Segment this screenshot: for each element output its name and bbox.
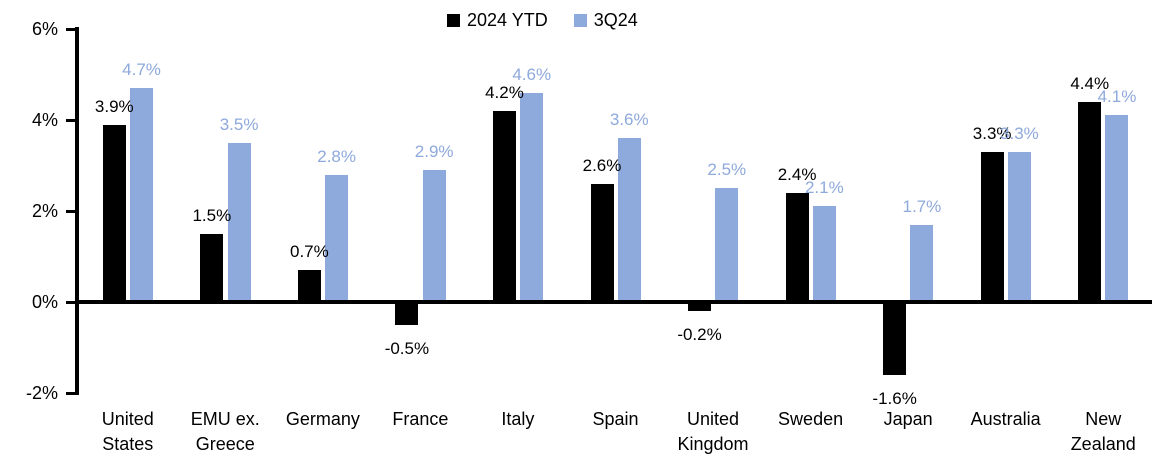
y-tick-mark-6 bbox=[66, 27, 78, 31]
y-tick-mark-0 bbox=[66, 300, 78, 304]
bar-3q24-germany bbox=[325, 174, 349, 302]
legend-swatch-2024-ytd bbox=[447, 13, 460, 27]
value-label-2024-ytd-sweden: 2.4% bbox=[777, 164, 817, 184]
y-tick-label-6: 6% bbox=[31, 19, 58, 39]
legend-label-2024-ytd: 2024 YTD bbox=[467, 10, 548, 30]
value-label-2024-ytd-united-states: 3.9% bbox=[94, 96, 134, 116]
value-label-2024-ytd-emu-ex-greece: 1.5% bbox=[192, 205, 232, 225]
legend-swatch-3q24 bbox=[573, 13, 587, 27]
bar-3q24-spain bbox=[617, 138, 641, 302]
bar-2024-ytd-italy bbox=[492, 110, 516, 302]
bar-3q24-united-states bbox=[130, 88, 154, 302]
x-label-japan: Japan bbox=[883, 409, 933, 429]
x-label-united-states: United States bbox=[101, 409, 154, 454]
x-label-germany: Germany bbox=[285, 409, 360, 429]
bar-2024-ytd-united-kingdom bbox=[688, 302, 712, 312]
bar-3q24-sweden bbox=[812, 206, 836, 302]
bar-2024-ytd-australia bbox=[980, 151, 1004, 302]
value-label-3q24-italy: 4.6% bbox=[512, 64, 552, 84]
value-label-2024-ytd-germany: 0.7% bbox=[289, 242, 329, 262]
value-label-3q24-germany: 2.8% bbox=[317, 146, 356, 166]
bar-2024-ytd-sweden bbox=[785, 192, 809, 302]
x-label-italy: Italy bbox=[501, 409, 535, 429]
value-label-2024-ytd-australia: 3.3% bbox=[972, 123, 1012, 143]
bar-2024-ytd-germany bbox=[297, 270, 321, 302]
bar-2024-ytd-emu-ex-greece bbox=[200, 233, 224, 302]
bar-2024-ytd-united-states bbox=[102, 124, 126, 302]
x-label-spain: Spain bbox=[592, 409, 639, 429]
bar-3q24-france bbox=[422, 170, 446, 302]
y-tick-label-2: 2% bbox=[31, 201, 58, 221]
value-label-3q24-united-kingdom: 2.5% bbox=[707, 160, 747, 180]
chart-legend: 2024 YTD 3Q24 bbox=[447, 10, 638, 30]
x-label-sweden: Sweden bbox=[778, 409, 844, 429]
bar-2024-ytd-france bbox=[395, 302, 419, 325]
bar-3q24-australia bbox=[1007, 151, 1031, 302]
bar-2024-ytd-new-zealand bbox=[1078, 101, 1102, 302]
bar-3q24-new-zealand bbox=[1105, 115, 1129, 302]
x-label-emu-ex-greece: EMU ex. Greece bbox=[190, 409, 260, 454]
value-label-2024-ytd-new-zealand: 4.4% bbox=[1070, 73, 1110, 93]
x-label-united-kingdom: United Kingdom bbox=[677, 409, 749, 454]
y-tick-label-4: 4% bbox=[31, 110, 58, 130]
value-label-3q24-japan: 1.7% bbox=[902, 196, 942, 216]
bar-3q24-italy bbox=[520, 92, 544, 302]
value-label-3q24-united-states: 4.7% bbox=[122, 60, 161, 80]
value-label-3q24-sweden: 2.1% bbox=[804, 178, 844, 198]
bar-3q24-emu-ex-greece bbox=[227, 142, 251, 302]
x-label-new-zealand: New Zealand bbox=[1070, 409, 1136, 454]
value-label-2024-ytd-spain: 2.6% bbox=[582, 155, 622, 175]
y-tick-label-2: -2% bbox=[25, 383, 58, 403]
y-tick-mark-2 bbox=[66, 391, 78, 395]
value-label-3q24-france: 2.9% bbox=[414, 142, 454, 162]
bar-3q24-japan bbox=[910, 224, 934, 302]
value-label-2024-ytd-italy: 4.2% bbox=[485, 82, 524, 102]
legend-item-3q24: 3Q24 bbox=[573, 10, 638, 30]
zero-baseline bbox=[75, 300, 1152, 304]
value-label-2024-ytd-united-kingdom: -0.2% bbox=[677, 325, 722, 345]
legend-label-3q24: 3Q24 bbox=[593, 10, 638, 30]
value-label-3q24-new-zealand: 4.1% bbox=[1097, 87, 1137, 107]
bar-3q24-united-kingdom bbox=[715, 188, 739, 302]
legend-item-2024-ytd: 2024 YTD bbox=[447, 10, 548, 30]
value-label-2024-ytd-japan: -1.6% bbox=[872, 388, 917, 408]
bar-2024-ytd-spain bbox=[590, 183, 614, 302]
y-tick-mark-4 bbox=[66, 118, 78, 122]
value-label-3q24-spain: 3.6% bbox=[609, 110, 649, 130]
y-tick-label-0: 0% bbox=[31, 292, 58, 312]
x-label-australia: Australia bbox=[970, 409, 1041, 429]
value-label-3q24-emu-ex-greece: 3.5% bbox=[219, 114, 259, 134]
x-label-france: France bbox=[392, 409, 449, 429]
bar-2024-ytd-japan bbox=[883, 302, 907, 375]
y-tick-mark-2 bbox=[66, 209, 78, 213]
value-label-2024-ytd-france: -0.5% bbox=[384, 338, 430, 358]
value-label-3q24-australia: 3.3% bbox=[1000, 123, 1039, 143]
